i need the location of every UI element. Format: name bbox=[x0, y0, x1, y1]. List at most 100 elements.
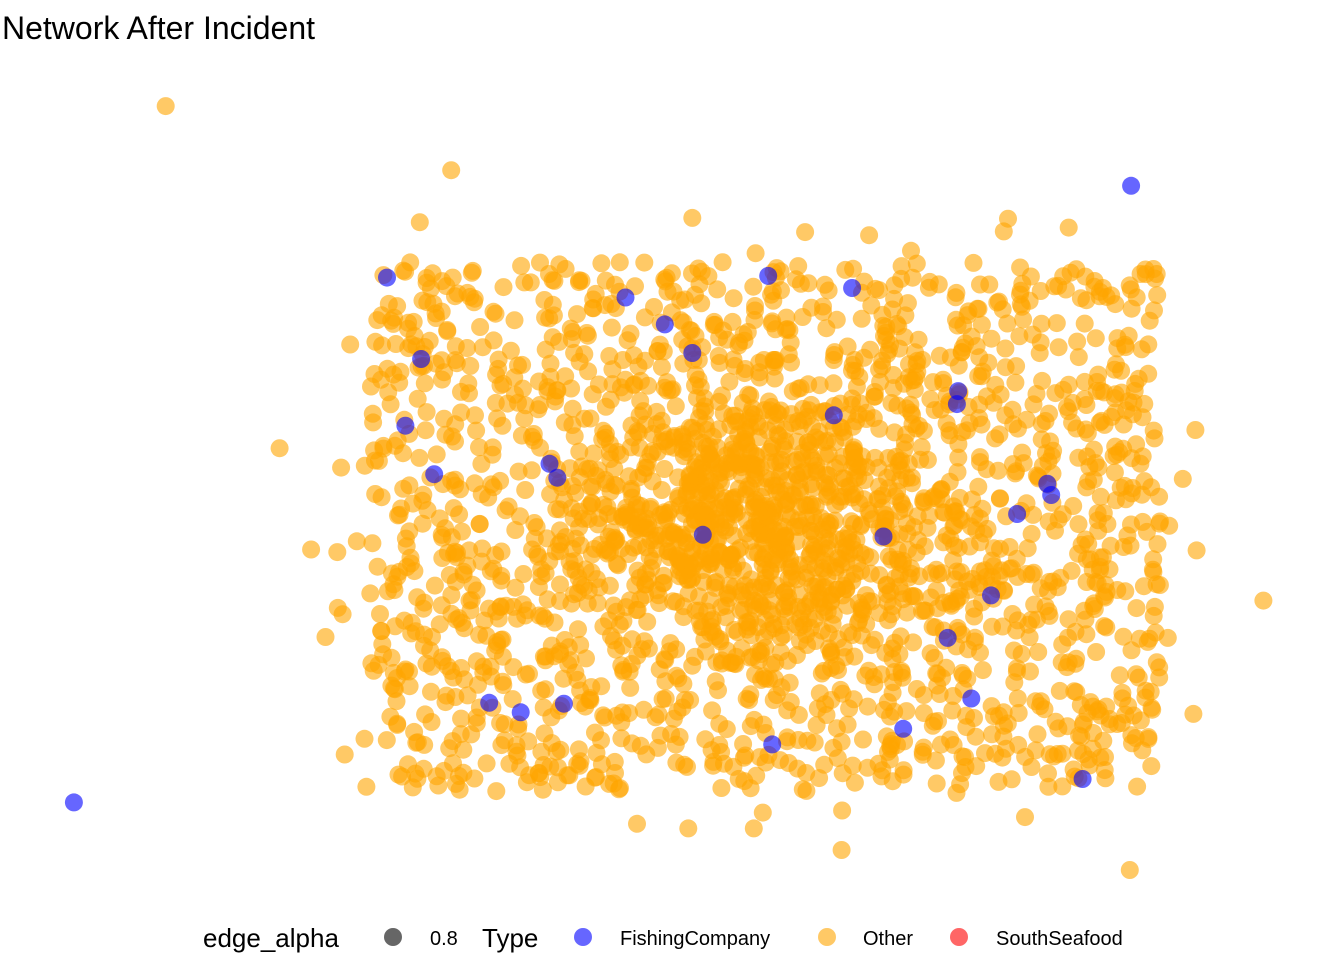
network-node bbox=[895, 328, 914, 347]
network-node bbox=[718, 584, 737, 603]
network-node bbox=[902, 564, 921, 583]
network-node bbox=[505, 385, 524, 404]
network-node bbox=[551, 592, 569, 611]
network-node bbox=[787, 646, 806, 664]
network-node bbox=[937, 658, 956, 677]
network-node bbox=[1077, 625, 1096, 644]
network-node bbox=[847, 377, 866, 396]
network-node bbox=[1086, 329, 1105, 348]
network-node bbox=[643, 551, 662, 570]
network-node bbox=[738, 323, 757, 341]
network-node bbox=[1084, 597, 1103, 616]
network-node bbox=[817, 319, 836, 338]
network-node bbox=[355, 729, 374, 748]
network-node bbox=[834, 529, 853, 548]
network-node bbox=[396, 262, 415, 281]
network-node bbox=[542, 708, 561, 727]
network-node bbox=[1016, 747, 1035, 766]
network-node bbox=[843, 417, 862, 436]
network-node bbox=[1106, 437, 1125, 456]
network-node bbox=[930, 346, 949, 365]
node-fishingcompany bbox=[938, 628, 957, 647]
network-node bbox=[801, 496, 819, 515]
network-node bbox=[368, 557, 387, 576]
network-node bbox=[873, 305, 892, 324]
network-node bbox=[372, 370, 391, 389]
network-node bbox=[440, 739, 459, 758]
network-node bbox=[483, 438, 502, 457]
node-fishingcompany bbox=[947, 395, 966, 414]
network-node bbox=[524, 425, 543, 443]
network-node bbox=[890, 525, 909, 544]
network-node bbox=[578, 326, 597, 345]
network-node bbox=[1011, 285, 1029, 304]
network-node bbox=[1115, 335, 1134, 354]
network-node bbox=[388, 714, 407, 733]
network-node bbox=[558, 766, 577, 785]
network-node bbox=[697, 477, 716, 496]
legend-alpha-key bbox=[384, 928, 402, 946]
network-node bbox=[1075, 314, 1094, 333]
network-node bbox=[1116, 705, 1135, 724]
network-node bbox=[724, 289, 743, 308]
network-node bbox=[536, 340, 555, 359]
node-other bbox=[410, 213, 429, 232]
network-node bbox=[781, 693, 800, 711]
network-node bbox=[454, 740, 473, 759]
network-node bbox=[971, 562, 989, 581]
network-node bbox=[328, 598, 347, 617]
node-other bbox=[302, 540, 321, 559]
network-node bbox=[739, 440, 758, 459]
scatter-plot bbox=[64, 97, 1273, 879]
network-node bbox=[1095, 415, 1114, 434]
network-node bbox=[594, 617, 613, 636]
network-node bbox=[516, 665, 535, 684]
network-node bbox=[903, 415, 922, 434]
network-node bbox=[413, 491, 432, 510]
network-node bbox=[1123, 734, 1141, 753]
network-node bbox=[418, 293, 437, 312]
network-node bbox=[638, 612, 657, 631]
network-node bbox=[1133, 408, 1152, 427]
network-node bbox=[1008, 611, 1027, 630]
network-node bbox=[756, 532, 775, 551]
network-node bbox=[789, 705, 808, 724]
network-node bbox=[648, 581, 667, 600]
network-node bbox=[1133, 447, 1152, 466]
network-node bbox=[1024, 395, 1043, 414]
network-node bbox=[1039, 602, 1058, 621]
node-fishingcompany bbox=[962, 689, 981, 708]
network-node bbox=[721, 503, 740, 522]
network-node bbox=[551, 575, 569, 594]
network-node bbox=[992, 561, 1011, 580]
network-node bbox=[771, 522, 789, 541]
node-fishingcompany bbox=[480, 693, 499, 712]
network-node bbox=[701, 591, 720, 610]
network-node bbox=[965, 505, 984, 524]
network-node bbox=[1069, 348, 1088, 367]
network-node bbox=[753, 803, 772, 822]
network-node bbox=[674, 432, 693, 451]
network-node bbox=[639, 639, 658, 658]
network-node bbox=[713, 386, 731, 405]
network-node bbox=[1160, 516, 1179, 535]
network-node bbox=[782, 405, 801, 424]
network-node bbox=[845, 647, 864, 666]
network-node bbox=[717, 720, 736, 739]
network-node bbox=[486, 393, 505, 412]
network-node bbox=[568, 305, 586, 324]
network-node bbox=[514, 565, 533, 583]
network-node bbox=[1022, 524, 1041, 543]
network-node bbox=[507, 742, 526, 761]
network-node bbox=[1046, 521, 1064, 540]
network-node bbox=[1173, 469, 1192, 488]
network-node bbox=[712, 463, 731, 482]
node-fishingcompany bbox=[1008, 505, 1027, 523]
network-node bbox=[814, 297, 832, 316]
network-node bbox=[487, 782, 506, 801]
network-node bbox=[443, 427, 462, 446]
network-node bbox=[1053, 635, 1072, 654]
network-node bbox=[505, 311, 524, 330]
network-node bbox=[624, 428, 643, 447]
network-node bbox=[767, 476, 786, 495]
